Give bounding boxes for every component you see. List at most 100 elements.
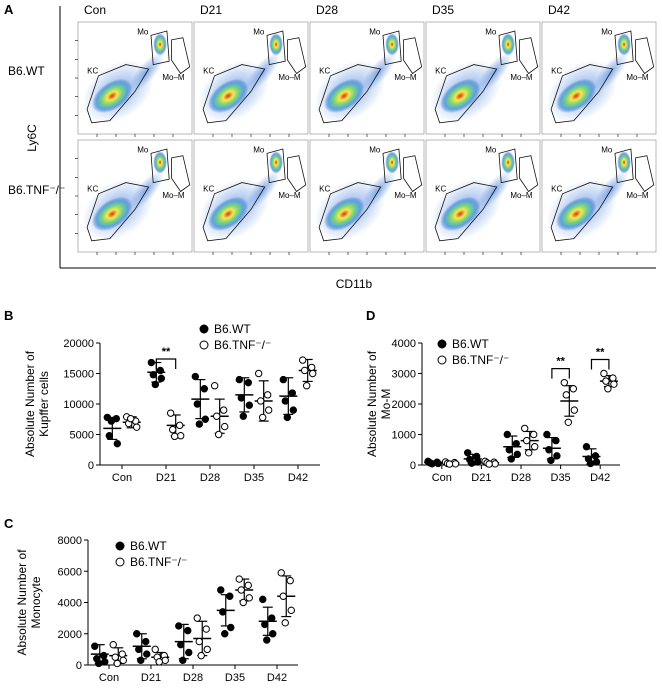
x-tick-label: D28 [200, 472, 220, 484]
flow-density-mo [269, 33, 283, 56]
data-point [119, 656, 127, 665]
data-point [235, 375, 244, 384]
data-point [113, 439, 122, 448]
data-point [155, 658, 163, 666]
data-point [560, 378, 569, 387]
data-point [91, 642, 99, 650]
flow-density-kc [555, 78, 597, 114]
data-point [217, 586, 225, 594]
data-point [545, 446, 553, 454]
data-point [263, 391, 272, 399]
y-axis-label-line: Absolute Number of [23, 350, 37, 457]
data-point [126, 414, 135, 423]
legend-label: B6.TNF⁻/⁻ [452, 353, 509, 367]
data-point [286, 576, 294, 585]
data-point [200, 385, 209, 393]
legend-marker [115, 557, 125, 567]
data-point [219, 608, 227, 616]
x-tick-label: D42 [267, 672, 287, 684]
data-point [485, 460, 493, 468]
gate-mo [266, 30, 286, 66]
data-point [582, 443, 591, 451]
y-tick-label: 5000 [70, 430, 94, 442]
significance-label: ** [556, 356, 565, 368]
data-point [591, 452, 600, 460]
gate-mo-m [287, 37, 307, 75]
panel-b-letter: B [4, 308, 13, 323]
data-point [113, 659, 121, 668]
data-point [142, 637, 150, 646]
data-point [268, 614, 276, 622]
x-tick-label: Con [432, 472, 452, 484]
data-point [586, 459, 595, 468]
data-point [220, 422, 229, 431]
flow-plot: KC Mo Mo–M [541, 21, 657, 137]
gate-kc [318, 182, 382, 242]
gate-label-mo-m: Mo–M [626, 191, 649, 200]
flow-density-mo [501, 33, 515, 56]
gate-label-mo: Mo [369, 27, 381, 36]
data-point [133, 630, 141, 638]
flow-plot: KC Mo Mo–M [193, 139, 309, 255]
data-point [513, 450, 521, 459]
data-point [191, 372, 200, 381]
data-point [451, 460, 460, 468]
data-point [202, 625, 210, 633]
data-point [161, 656, 169, 665]
data-point [237, 394, 246, 402]
gate-mo [498, 30, 518, 66]
data-point [256, 397, 265, 405]
gate-label-mo: Mo [253, 27, 265, 36]
flow-density-mo [617, 151, 631, 174]
x-tick-label: D21 [156, 472, 176, 484]
data-point [261, 620, 269, 629]
gate-label-mo: Mo [485, 27, 497, 36]
data-point [219, 406, 228, 414]
data-point [531, 443, 539, 451]
data-point [507, 455, 515, 463]
flow-plot: KC Mo Mo–M [425, 21, 541, 137]
data-point [176, 432, 185, 440]
panel-a-xlabel: CD11b [336, 277, 373, 291]
gate-mo [614, 30, 634, 66]
y-tick-label: 6000 [58, 566, 82, 578]
data-point [185, 648, 193, 657]
panel-c-letter: C [4, 516, 14, 531]
data-point [193, 400, 202, 408]
y-tick-label: 3000 [392, 369, 416, 381]
flow-plot: KC Mo Mo–M [309, 21, 425, 137]
flow-density-mo [385, 33, 399, 56]
y-axis-label-line: Kupffer cells [37, 371, 51, 437]
data-point [543, 430, 551, 439]
data-point [100, 651, 108, 660]
legend-label: B6.WT [130, 539, 167, 553]
y-axis-label: Absolute Number ofKupffer cells [23, 350, 51, 457]
y-tick-label: 15000 [63, 369, 94, 381]
gate-label-kc: KC [203, 67, 214, 76]
gate-label-kc: KC [87, 185, 98, 194]
panel-c: C 0 2000 4000 6000 8000 Con D21 D28 D35 D42 Absolu… [4, 516, 298, 684]
data-point [592, 458, 601, 466]
flow-density-kc [555, 196, 597, 232]
y-tick-label: 4000 [392, 338, 416, 350]
data-point [281, 397, 290, 405]
data-point [525, 449, 533, 457]
y-axis-label: Absolute Number ofMonocyte [15, 549, 43, 656]
y-axis-label-line: Absolute Number of [15, 549, 29, 656]
x-tick-label: D21 [141, 672, 161, 684]
data-point [107, 417, 116, 425]
flow-density-mo [153, 151, 167, 174]
data-point [143, 650, 151, 658]
data-point [258, 413, 267, 422]
data-point [288, 389, 297, 397]
legend-label: B6.WT [214, 322, 251, 336]
gate-kc [202, 64, 266, 124]
data-point [264, 406, 273, 414]
gate-label-mo-m: Mo–M [394, 73, 417, 82]
y-tick-label: 4000 [58, 598, 82, 610]
data-point [604, 385, 612, 393]
data-point [168, 425, 177, 434]
column-header: D28 [316, 3, 338, 17]
data-point [109, 640, 117, 649]
